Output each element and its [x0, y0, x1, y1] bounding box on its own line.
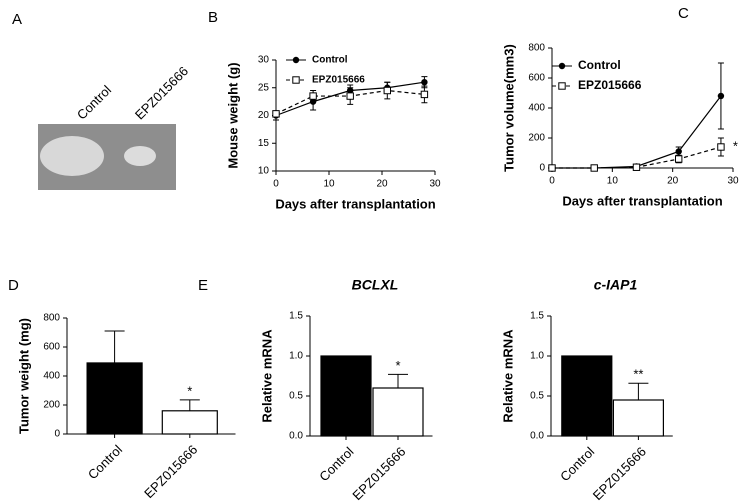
error-bar: [628, 382, 649, 400]
y-tick-label: 1.5: [530, 311, 544, 322]
x-tick-label: 10: [607, 176, 619, 187]
panel-letter: B: [208, 9, 218, 26]
y-tick-label: 0.0: [289, 431, 303, 442]
y-tick-label: 0.0: [530, 431, 544, 442]
legend-label: Control: [312, 55, 348, 66]
panel-letter: E: [198, 277, 208, 294]
y-axis-label: Tumor volume(mm3): [501, 44, 516, 172]
photo-label: Control: [74, 82, 114, 122]
y-tick-label: 10: [258, 166, 270, 177]
x-tick-label: EPZ015666: [590, 444, 649, 503]
y-tick-label: 25: [258, 82, 270, 93]
legend-marker: [558, 82, 566, 90]
bar: [161, 410, 218, 435]
y-tick-label: 1.5: [289, 311, 303, 322]
point: [383, 86, 392, 95]
y-tick-label: 600: [43, 342, 60, 353]
panel-letter: D: [8, 277, 19, 294]
error-bar: [388, 373, 408, 388]
x-tick-label: Control: [316, 444, 356, 484]
legend-marker: [292, 76, 300, 84]
y-tick-label: 400: [43, 371, 60, 382]
point: [309, 92, 317, 100]
y-tick-label: 600: [528, 73, 545, 84]
bar: [561, 355, 613, 437]
x-tick-label: 10: [323, 179, 335, 190]
y-axis-label: Mouse weight (g): [225, 62, 240, 168]
x-tick-label: EPZ015666: [349, 444, 408, 503]
y-axis-label: Relative mRNA: [500, 329, 515, 423]
x-axis-label: Days after transplantation: [562, 193, 722, 208]
legend-marker: [292, 56, 300, 64]
point: [717, 143, 725, 151]
annotation: **: [633, 367, 643, 382]
point: [675, 155, 683, 163]
y-tick-label: 15: [258, 138, 270, 149]
y-tick-label: 1.0: [530, 351, 544, 362]
chart-title: BCLXL: [352, 277, 399, 293]
bar: [612, 399, 665, 437]
point: [675, 148, 682, 155]
point: [420, 90, 429, 99]
legend-label: Control: [578, 58, 621, 72]
x-tick-label: 0: [273, 179, 279, 190]
x-tick-label: 0: [549, 176, 555, 187]
y-tick-label: 400: [528, 103, 545, 114]
y-tick-label: 800: [528, 43, 545, 54]
bar: [372, 387, 424, 437]
y-axis-label: Tumor weight (mg): [16, 318, 31, 434]
panel-letter: A: [12, 11, 22, 28]
point: [346, 92, 354, 100]
panel-letter: C: [678, 5, 689, 22]
y-tick-label: 0.5: [289, 391, 303, 402]
x-axis-label: Days after transplantation: [275, 196, 435, 211]
legend-label: EPZ015666: [578, 78, 642, 92]
y-axis-label: Relative mRNA: [259, 329, 274, 423]
x-tick-label: 20: [667, 176, 679, 187]
tumor-control: [40, 136, 104, 176]
y-tick-label: 0: [54, 429, 60, 440]
y-tick-label: 30: [258, 55, 270, 66]
point: [272, 110, 280, 118]
x-tick-label: 30: [727, 176, 739, 187]
y-tick-label: 0.5: [530, 391, 544, 402]
photo-panel: A Control EPZ015666: [12, 11, 191, 190]
point: [632, 163, 641, 171]
x-tick-label: EPZ015666: [141, 442, 200, 501]
point: [548, 164, 556, 172]
x-tick-label: 30: [429, 179, 441, 190]
annotation: *: [187, 383, 192, 398]
y-tick-label: 1.0: [289, 351, 303, 362]
legend-label: EPZ015666: [312, 75, 365, 86]
point: [717, 92, 725, 100]
x-tick-label: Control: [557, 444, 597, 484]
tumor-treated: [124, 146, 156, 166]
annotation: *: [733, 138, 738, 153]
legend-marker: [558, 62, 566, 70]
point: [421, 79, 428, 86]
photo-label: EPZ015666: [132, 63, 191, 122]
series-line: [552, 95, 722, 169]
error-bar: [179, 399, 200, 411]
y-tick-label: 0: [539, 163, 545, 174]
x-tick-label: Control: [85, 442, 125, 482]
chart-title: c-IAP1: [594, 277, 638, 293]
annotation: *: [395, 358, 400, 373]
bar: [320, 355, 372, 437]
error-bar: [104, 330, 125, 363]
y-tick-label: 20: [258, 110, 270, 121]
x-tick-label: 20: [376, 179, 388, 190]
y-tick-label: 800: [43, 313, 60, 324]
point: [590, 164, 598, 172]
y-tick-label: 200: [43, 400, 60, 411]
bar: [86, 362, 143, 435]
y-tick-label: 200: [528, 133, 545, 144]
